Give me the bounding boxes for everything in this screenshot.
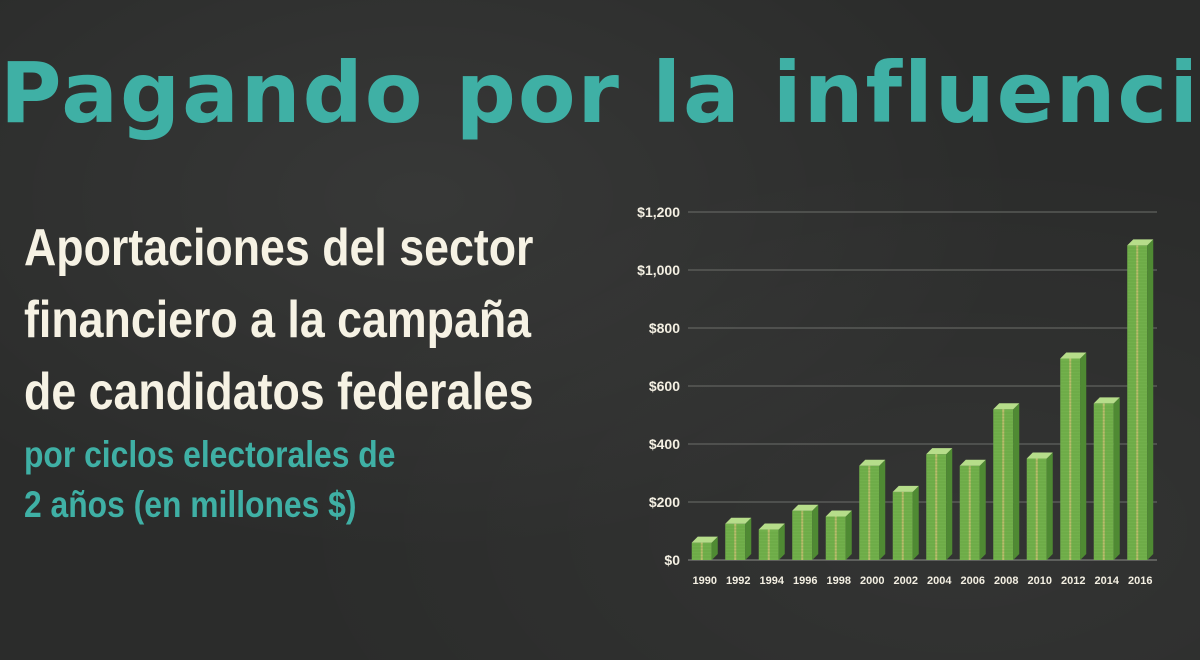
bar-1990 (691, 536, 718, 560)
x-tick-label: 2012 (1061, 575, 1085, 587)
bar-top (1127, 239, 1154, 246)
bar-band (834, 516, 837, 560)
y-tick-label: $600 (649, 378, 680, 394)
x-tick-label: 1994 (760, 575, 785, 587)
bar-2004 (926, 448, 953, 560)
bar-band (801, 510, 804, 560)
x-tick-label: 2014 (1095, 575, 1120, 587)
bar-side (1013, 403, 1020, 560)
bar-side (1046, 452, 1053, 560)
bar-2002 (892, 485, 919, 560)
bar-chart: $0$200$400$600$800$1,000$1,200 1990 1992 1… (637, 204, 1157, 587)
bar-band (1069, 358, 1072, 560)
bar-1996 (792, 504, 819, 560)
subtitle-line-1: Aportaciones del sector (24, 219, 534, 277)
x-tick-label: 1992 (726, 575, 750, 587)
y-tick-label: $200 (649, 494, 680, 510)
bar-side (979, 459, 986, 560)
bar-top (993, 403, 1020, 410)
y-tick-label: $1,000 (637, 262, 680, 278)
note-line-1: por ciclos electorales de (24, 434, 396, 475)
y-tick-label: $800 (649, 320, 680, 336)
x-tick-label: 2016 (1128, 575, 1152, 587)
bar-2010 (1026, 452, 1053, 560)
bar-2000 (859, 459, 886, 560)
x-tick-label: 2002 (894, 575, 918, 587)
note-line-2: 2 años (en millones $) (24, 484, 357, 525)
bar-top (825, 510, 852, 517)
bar-side (812, 504, 819, 560)
bar-top (1060, 352, 1087, 359)
x-tick-label: 2000 (860, 575, 884, 587)
bar-side (912, 485, 919, 560)
bar-2016 (1127, 239, 1154, 560)
subtitle-line-3: de candidatos federales (24, 363, 534, 421)
bar-1994 (758, 523, 785, 560)
x-tick-label: 1996 (793, 575, 817, 587)
bar-side (1113, 397, 1120, 560)
bar-top (758, 523, 785, 530)
bar-side (946, 448, 953, 560)
x-tick-label: 2010 (1028, 575, 1052, 587)
bar-side (1147, 239, 1154, 560)
x-tick-label: 2006 (961, 575, 985, 587)
bar-band (968, 465, 971, 560)
bar-top (725, 517, 752, 524)
bar-side (845, 510, 852, 560)
bar-1998 (825, 510, 852, 560)
bar-top (691, 536, 718, 543)
chart-note: por ciclos electorales de 2 años (en mil… (24, 430, 395, 530)
bar-side (879, 459, 886, 560)
bar-band (1136, 245, 1139, 560)
bar-top (959, 459, 986, 466)
x-tick-label: 1990 (693, 575, 717, 587)
page-title: Pagando por la influencia (0, 44, 1200, 142)
bar-top (926, 448, 953, 455)
x-axis-tick-labels: 1990 1992 1994 1996 1998 2000 2002 2004 2006 2008… (693, 575, 1153, 587)
bar-top (859, 459, 886, 466)
bars (691, 239, 1154, 560)
bar-top (1093, 397, 1120, 404)
gridlines (688, 211, 1157, 561)
bar-band (901, 491, 904, 560)
bar-1992 (725, 517, 752, 560)
x-tick-label: 1998 (827, 575, 851, 587)
chart-subtitle: Aportaciones del sector financiero a la … (24, 212, 534, 428)
y-tick-label: $400 (649, 436, 680, 452)
bar-2008 (993, 403, 1020, 560)
x-tick-label: 2008 (994, 575, 1018, 587)
bar-2014 (1093, 397, 1120, 560)
bar-band (935, 454, 938, 560)
bar-band (1002, 409, 1005, 560)
bar-side (1080, 352, 1087, 560)
bar-top (1026, 452, 1053, 459)
bar-top (892, 485, 919, 492)
bar-2012 (1060, 352, 1087, 560)
y-tick-label: $0 (664, 552, 680, 568)
y-tick-label: $1,200 (637, 204, 680, 220)
x-tick-label: 2004 (927, 575, 952, 587)
bar-side (778, 523, 785, 560)
y-axis-tick-labels: $0 $200 $400 $600 $800 $1,000 $1,200 (637, 204, 680, 568)
bar-side (711, 536, 718, 560)
bar-band (868, 465, 871, 560)
bar-2006 (959, 459, 986, 560)
bar-side (745, 517, 752, 560)
subtitle-line-2: financiero a la campaña (24, 291, 532, 349)
bar-top (792, 504, 819, 511)
